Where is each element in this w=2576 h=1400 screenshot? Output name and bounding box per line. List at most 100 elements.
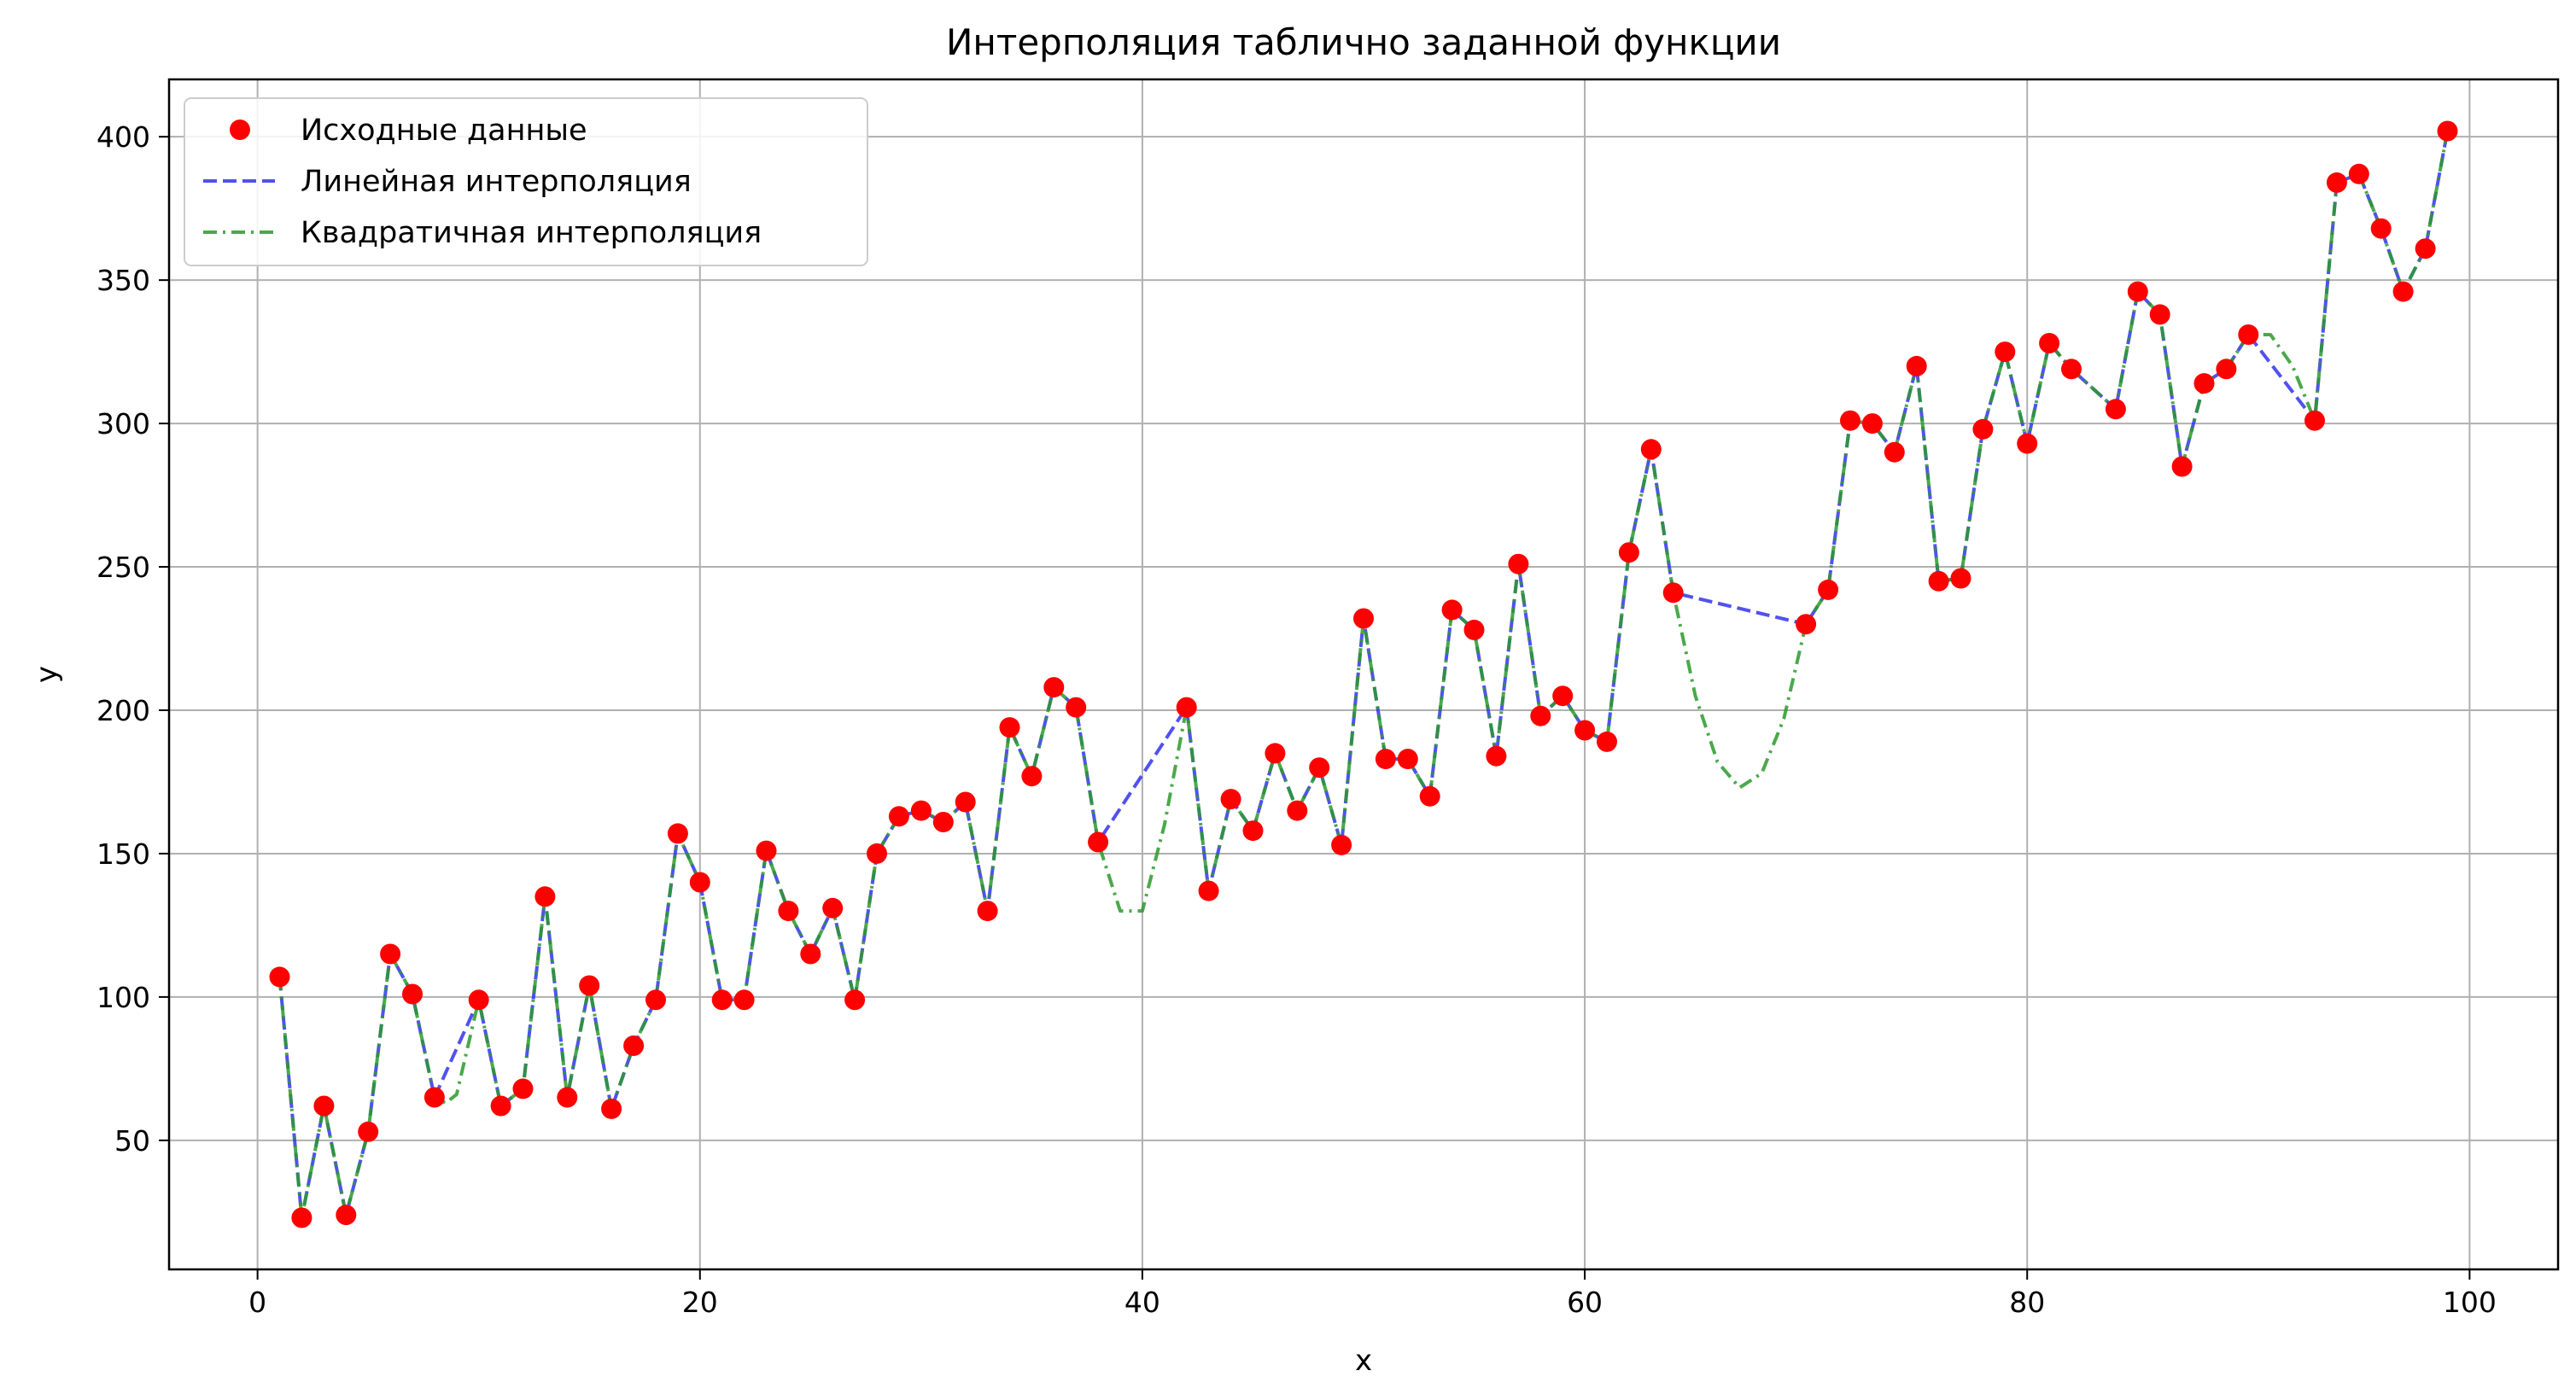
data-point (512, 1078, 534, 1100)
data-point (1441, 599, 1463, 621)
data-point (1463, 619, 1485, 640)
data-point (2415, 238, 2436, 260)
data-point (1309, 757, 1330, 779)
data-point (490, 1095, 511, 1117)
data-point (1486, 745, 1507, 767)
data-point (756, 840, 777, 861)
data-point (1906, 355, 1927, 376)
chart-title: Интерполяция таблично заданной функции (946, 21, 1781, 63)
series-layer (269, 120, 2458, 1228)
data-point (932, 812, 954, 832)
data-point (1088, 831, 1109, 853)
data-point (579, 975, 600, 996)
series-line-linear (277, 131, 2450, 1220)
data-point (977, 901, 998, 922)
data-point (1995, 341, 2016, 363)
data-point (2149, 304, 2170, 325)
y-tick-label: 50 (114, 1124, 150, 1158)
data-point (557, 1087, 578, 1108)
data-point (291, 1207, 313, 1228)
data-point (1530, 705, 1551, 726)
data-point (800, 943, 821, 965)
data-point (1928, 570, 1949, 592)
data-point (667, 823, 688, 844)
y-tick-label: 350 (96, 264, 150, 297)
data-point (2348, 163, 2369, 184)
data-point (423, 1087, 445, 1108)
data-point (1884, 441, 1905, 463)
data-point (1574, 720, 1596, 741)
data-point (1552, 685, 1574, 707)
data-point (1265, 743, 1286, 764)
legend-label: Исходные данные (301, 114, 587, 148)
data-point (778, 901, 799, 922)
data-point (910, 800, 932, 821)
data-point (867, 843, 887, 864)
legend-marker-scatter (230, 120, 250, 140)
data-point (2105, 399, 2126, 420)
data-point (313, 1095, 335, 1117)
grid (169, 79, 2558, 1269)
data-point (380, 943, 401, 965)
y-axis-label: y (30, 666, 64, 683)
data-point (2127, 281, 2148, 302)
y-tick-label: 400 (96, 120, 150, 154)
y-axis-ticks: 50 100 150 200 250 300 350 400 (96, 120, 169, 1158)
y-tick-label: 100 (96, 981, 150, 1014)
data-point (1397, 749, 1418, 770)
data-point (2193, 373, 2215, 394)
data-point (2171, 456, 2193, 477)
data-point (1375, 749, 1396, 770)
data-point (1861, 413, 1883, 435)
data-point (2392, 281, 2414, 302)
data-point (888, 806, 909, 827)
data-point (2437, 120, 2458, 142)
data-point (844, 989, 866, 1011)
data-point (1950, 568, 1971, 589)
data-point (1662, 582, 1684, 604)
legend-label: Линейная интерполяция (301, 165, 692, 199)
data-point (1818, 579, 1839, 600)
data-point (1419, 785, 1440, 807)
data-point (534, 886, 556, 907)
data-point (711, 989, 733, 1011)
data-point (2061, 359, 2082, 380)
data-point (1287, 800, 1308, 821)
legend-label: Квадратичная интерполяция (301, 216, 762, 250)
data-point (269, 966, 290, 988)
data-point (1972, 418, 1994, 440)
data-point (1597, 731, 1617, 752)
x-axis-ticks: 0 20 40 60 80 100 (248, 1269, 2497, 1319)
data-point (955, 791, 976, 813)
data-point (999, 717, 1020, 738)
y-tick-label: 250 (96, 551, 150, 584)
data-point (2017, 433, 2038, 454)
data-point (2370, 218, 2392, 239)
legend-box (184, 97, 868, 266)
data-point (1198, 880, 1219, 901)
x-tick-label: 80 (2009, 1286, 2045, 1319)
legend: Исходные данные Линейная интерполяция Квад… (184, 97, 868, 266)
data-point (402, 983, 423, 1005)
data-point (1508, 553, 1529, 575)
data-point (1840, 410, 1860, 431)
y-tick-label: 200 (96, 694, 150, 727)
x-axis-label: x (1355, 1344, 1372, 1378)
data-point (1242, 820, 1264, 842)
data-point (358, 1121, 379, 1142)
data-point (2216, 359, 2237, 380)
y-tick-label: 150 (96, 837, 150, 871)
data-point (1043, 677, 1065, 698)
x-tick-label: 20 (682, 1286, 718, 1319)
data-point (2304, 410, 2325, 431)
plot-frame (167, 78, 2560, 1271)
data-point (1220, 789, 1241, 810)
data-point (1176, 697, 1197, 718)
data-point (468, 989, 489, 1011)
data-point (623, 1035, 645, 1056)
x-tick-label: 40 (1124, 1286, 1160, 1319)
data-point (2326, 172, 2347, 193)
data-point (1066, 697, 1087, 718)
x-tick-label: 100 (2443, 1286, 2497, 1319)
